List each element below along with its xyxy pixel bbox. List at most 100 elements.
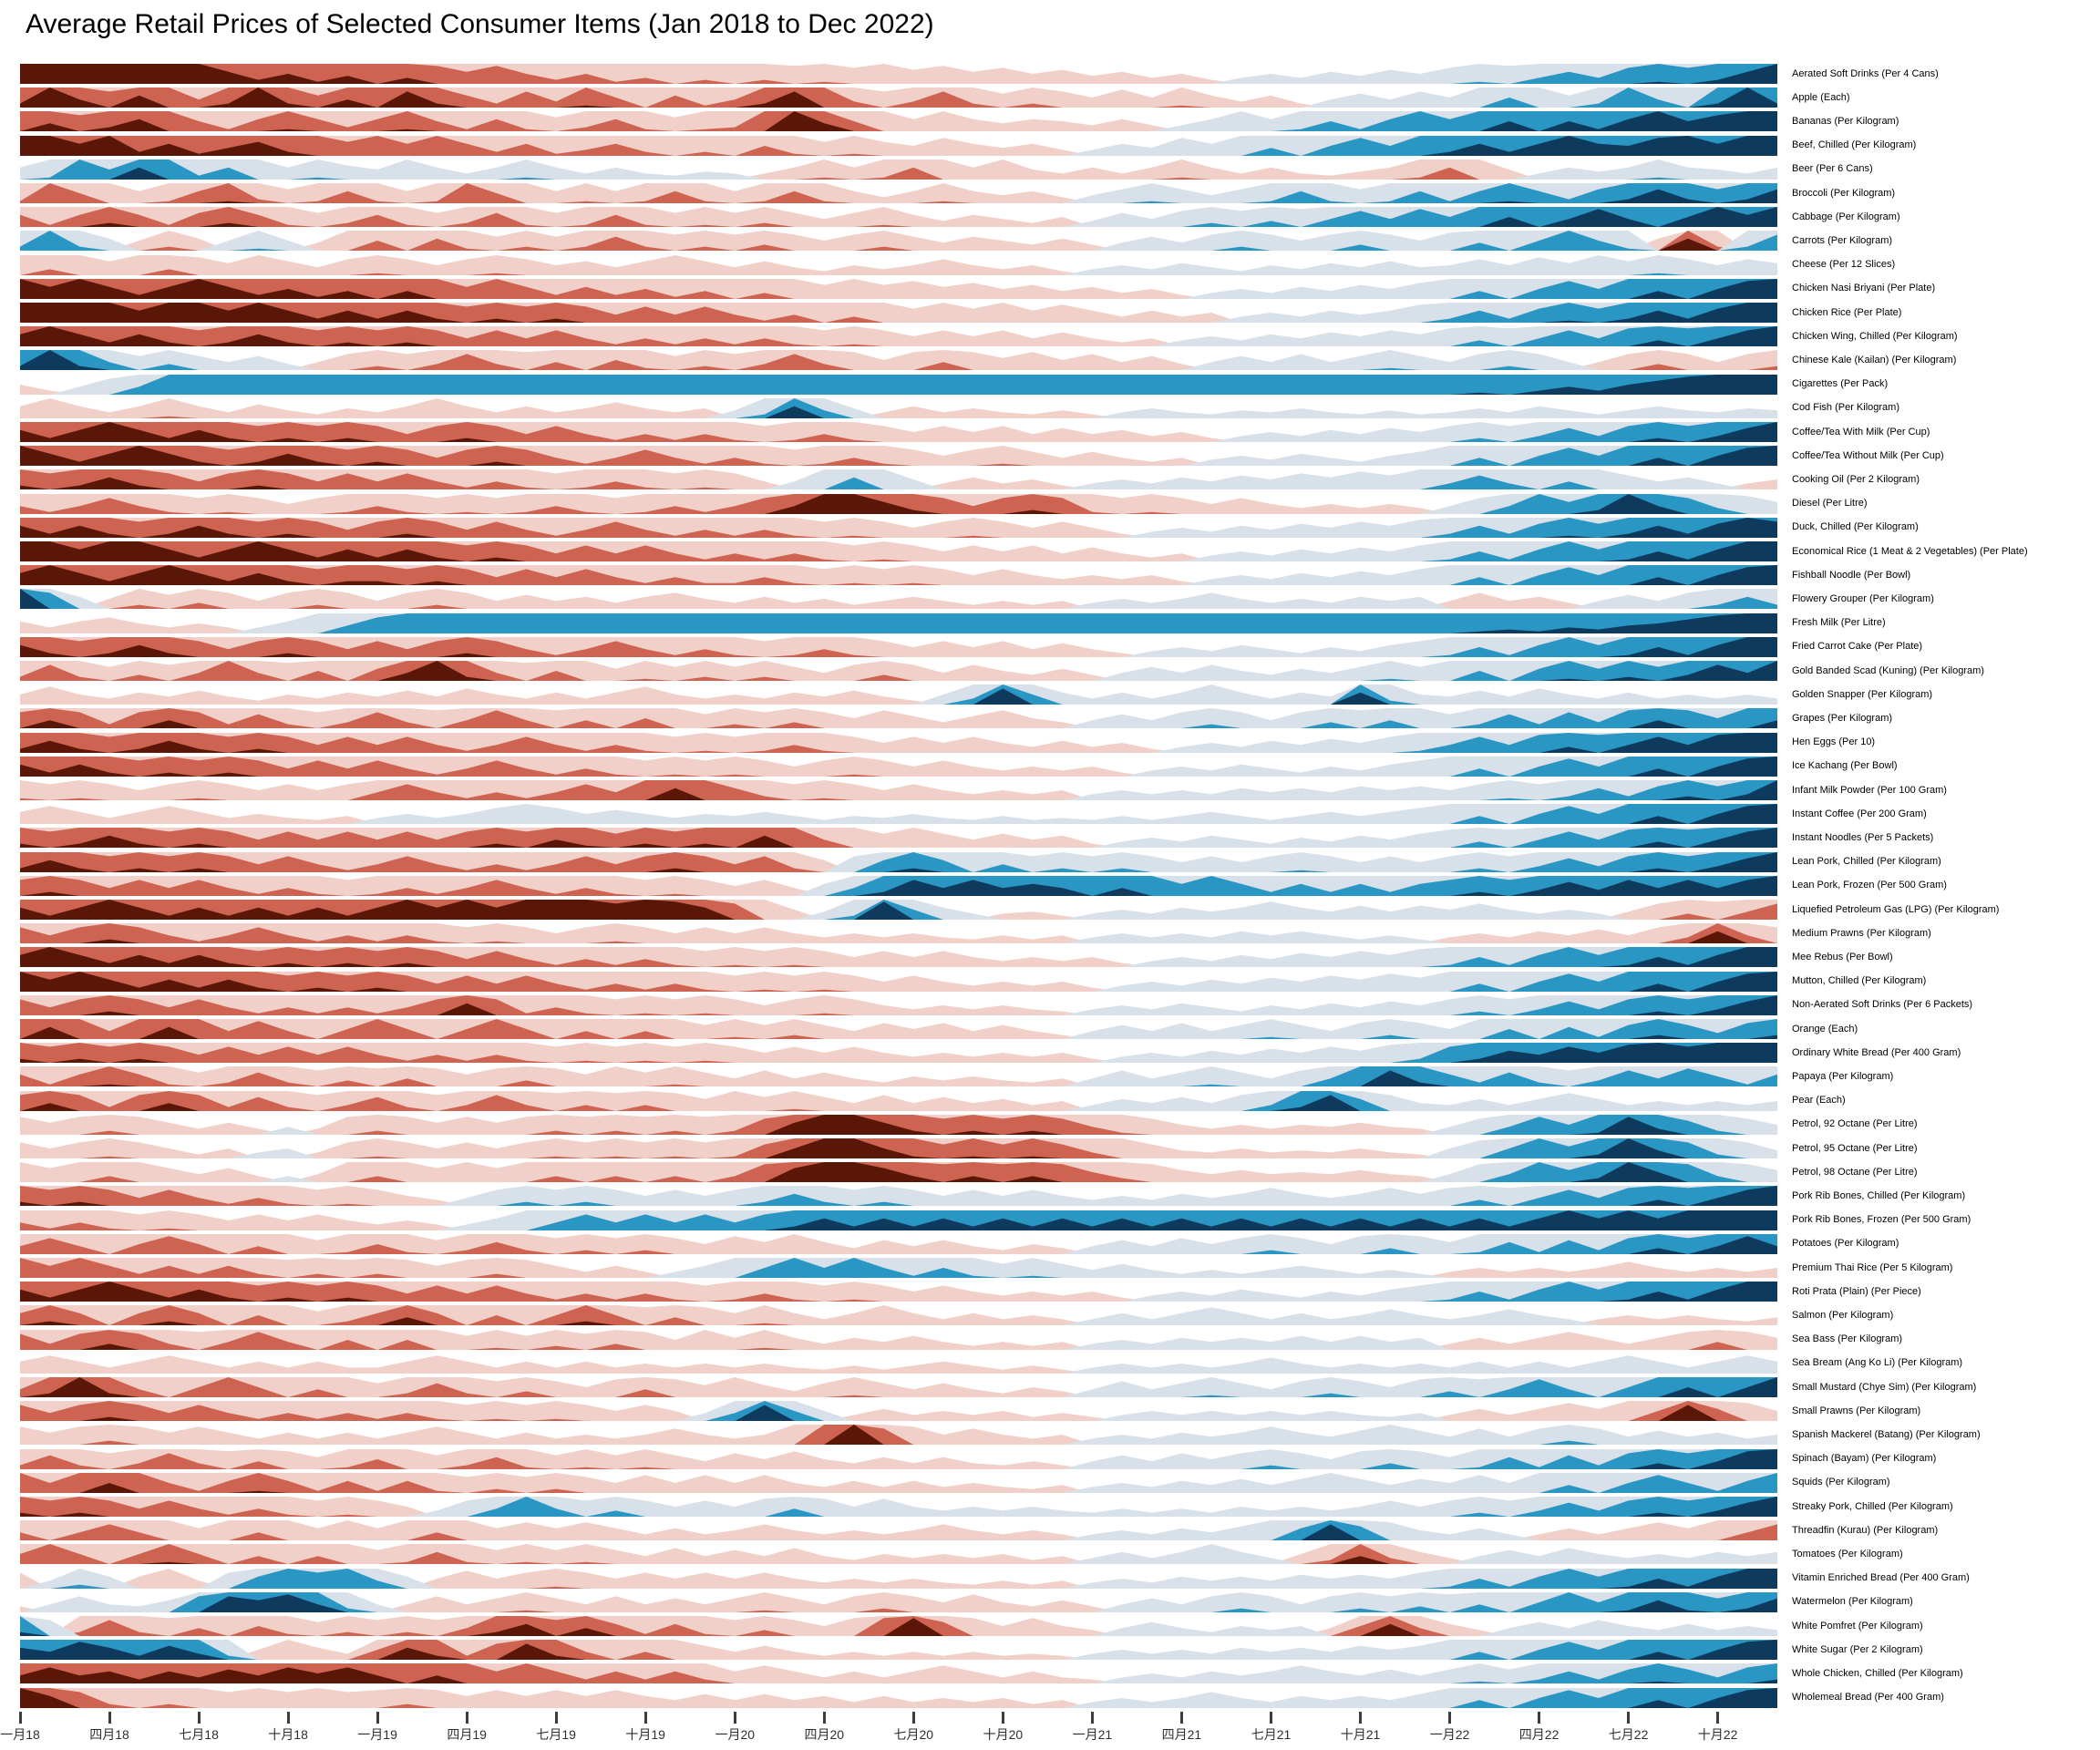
band-high-1 [20, 446, 1777, 467]
row-label: Small Mustard (Chye Sim) (Per Kilogram) [1792, 1381, 1977, 1393]
row-label: Liquefied Petroleum Gas (LPG) (Per Kilog… [1792, 903, 2000, 915]
band-low-3 [20, 1003, 1777, 1015]
row-label: Flowery Grouper (Per Kilogram) [1792, 592, 1934, 604]
band-low-1 [20, 397, 1777, 418]
band-high-1 [20, 254, 1777, 275]
band-high-2 [20, 278, 1777, 299]
row-label: Papaya (Per Kilogram) [1792, 1070, 1894, 1082]
row-label: White Pomfret (Per Kilogram) [1792, 1620, 1923, 1632]
band-low-1 [20, 1591, 1777, 1612]
horizon-row [20, 1663, 1777, 1684]
horizon-row [20, 732, 1777, 753]
band-low-3 [20, 1114, 1777, 1135]
band-low-1 [20, 1401, 1777, 1422]
x-tick-label: 七月20 [893, 1727, 934, 1742]
horizon-row [20, 1066, 1777, 1087]
horizon-row [20, 1138, 1777, 1158]
horizon-row [20, 541, 1777, 561]
band-low-1 [20, 1043, 1777, 1064]
band-low-2 [20, 1305, 1777, 1326]
band-high-1 [20, 1687, 1777, 1708]
band-low-1 [20, 589, 1777, 610]
band-high-2 [20, 756, 1777, 777]
band-low-2 [20, 422, 1777, 442]
band-low-1 [20, 1090, 1777, 1111]
band-high-3 [20, 1043, 1777, 1064]
horizon-row [20, 278, 1777, 299]
horizon-row [20, 1305, 1777, 1326]
band-high-2 [20, 111, 1777, 132]
row-label: Broccoli (Per Kilogram) [1792, 187, 1896, 199]
band-high-1 [20, 780, 1777, 800]
row-label: Petrol, 92 Octane (Per Litre) [1792, 1118, 1918, 1130]
band-high-1 [20, 278, 1777, 299]
horizon-row [20, 135, 1777, 156]
band-high-1 [20, 397, 1777, 418]
horizon-row [20, 1329, 1777, 1350]
x-tick-label: 七月22 [1608, 1727, 1649, 1742]
horizon-row [20, 851, 1777, 872]
band-high-1 [20, 88, 1777, 108]
horizon-row [20, 1043, 1777, 1064]
band-low-1 [20, 1448, 1777, 1469]
band-high-2 [20, 900, 1777, 920]
band-high-1 [20, 183, 1777, 203]
x-tick-label: 十月22 [1697, 1727, 1738, 1742]
x-tick-label: 七月19 [536, 1727, 576, 1742]
x-axis-tick [911, 1712, 915, 1724]
horizon-row [20, 1591, 1777, 1612]
x-tick-label: 七月21 [1251, 1727, 1292, 1742]
horizon-row [20, 780, 1777, 800]
band-low-3 [20, 661, 1777, 681]
band-low-3 [20, 422, 1777, 442]
band-high-2 [20, 1258, 1777, 1278]
band-low-1 [20, 923, 1777, 944]
band-high-1 [20, 326, 1777, 347]
band-low-2 [20, 88, 1777, 108]
horizon-row [20, 374, 1777, 395]
x-axis-tick [1627, 1712, 1631, 1724]
band-high-2 [20, 88, 1777, 108]
row-label: Infant Milk Powder (Per 100 Gram) [1792, 784, 1947, 796]
band-low-1 [20, 1568, 1777, 1589]
row-label: Fried Carrot Cake (Per Plate) [1792, 641, 1923, 653]
row-label: Economical Rice (1 Meat & 2 Vegetables) … [1792, 545, 2028, 557]
horizon-row [20, 64, 1777, 84]
row-label: Premium Thai Rice (Per 5 Kilogram) [1792, 1261, 1953, 1273]
band-high-2 [20, 685, 1777, 705]
band-high-3 [20, 1524, 1777, 1541]
band-low-2 [20, 1090, 1777, 1111]
band-low-2 [20, 1616, 1777, 1636]
horizon-row [20, 971, 1777, 992]
band-low-1 [20, 1520, 1777, 1541]
row-label: Instant Coffee (Per 200 Gram) [1792, 808, 1927, 819]
band-low-2 [20, 1019, 1777, 1039]
x-tick-label: 十月21 [1340, 1727, 1381, 1742]
band-high-3 [20, 135, 1777, 156]
band-low-1 [20, 1258, 1777, 1278]
horizon-row [20, 1640, 1777, 1661]
band-low-1 [20, 159, 1777, 180]
row-label: Small Prawns (Per Kilogram) [1792, 1405, 1921, 1416]
band-low-2 [20, 354, 1777, 371]
band-high-1 [20, 1663, 1777, 1684]
band-low-2 [20, 1282, 1777, 1302]
band-high-2 [20, 517, 1777, 538]
band-high-2 [20, 1019, 1777, 1039]
horizon-row [20, 397, 1777, 418]
band-high-2 [20, 303, 1777, 323]
band-low-3 [20, 1667, 1777, 1684]
band-high-1 [20, 1616, 1777, 1636]
band-high-3 [20, 612, 1777, 633]
row-label: Wholemeal Bread (Per 400 Gram) [1792, 1692, 1944, 1704]
band-high-3 [20, 111, 1777, 132]
horizon-row [20, 1019, 1777, 1039]
horizon-row [20, 88, 1777, 108]
horizon-row [20, 350, 1777, 371]
row-label: Lean Pork, Frozen (Per 500 Gram) [1792, 880, 1947, 891]
horizon-row [20, 708, 1777, 729]
band-high-1 [20, 1401, 1777, 1422]
band-low-2 [20, 1138, 1777, 1158]
band-high-3 [20, 875, 1777, 896]
